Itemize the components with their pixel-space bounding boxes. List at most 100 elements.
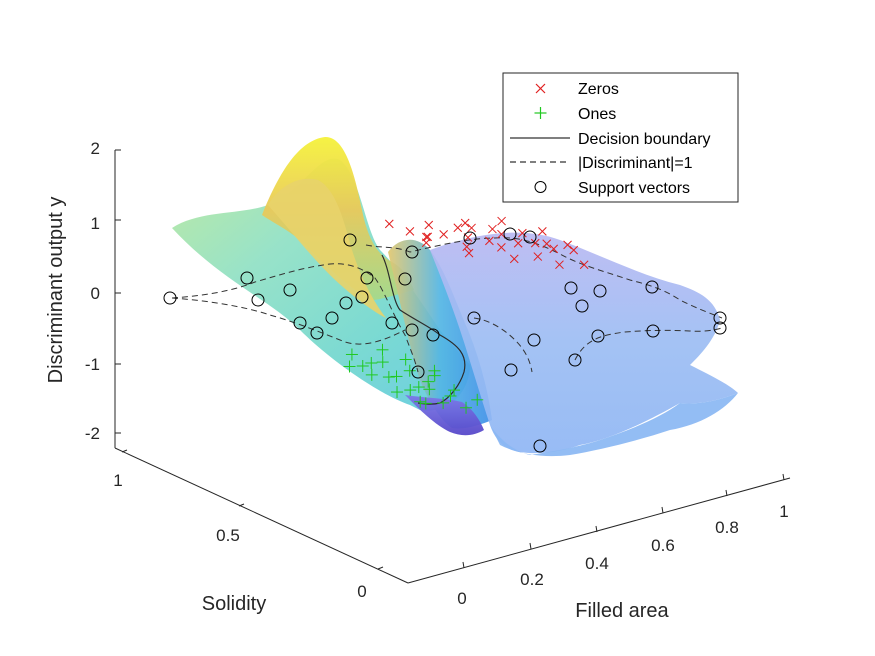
margin-line-left [171, 297, 406, 345]
one-point-marker [376, 343, 389, 356]
support-vector-marker [467, 311, 481, 325]
x-tick-labels: 0 0.2 0.4 0.6 0.8 1 [457, 502, 788, 608]
legend-item-support-vectors: Support vectors [534, 180, 690, 197]
zero-point-marker [424, 220, 434, 230]
y-axis-line [114, 447, 409, 584]
zero-point-marker [405, 226, 415, 236]
legend-item-ones: Ones [534, 106, 616, 123]
x-axis-label: Filled area [575, 600, 669, 622]
support-vector-marker [405, 245, 419, 259]
zero-point-marker [467, 223, 476, 233]
surface-left-region [172, 158, 470, 411]
support-vector-marker [360, 271, 374, 285]
x-tick-mark [661, 506, 664, 514]
support-vector-marker [163, 291, 177, 305]
support-vector-marker [293, 316, 307, 330]
zero-point-marker [563, 240, 572, 250]
y-tick-labels: 1 0.5 0 [113, 471, 366, 601]
support-vector-marker [527, 333, 541, 347]
support-vector-marker [355, 290, 369, 304]
legend-label: Zeros [578, 81, 619, 98]
support-vector-marker [339, 296, 353, 310]
support-vector-marker [310, 326, 324, 340]
margin-line-upper [365, 237, 723, 319]
one-point-marker [399, 353, 412, 366]
zero-point-marker [569, 245, 579, 255]
discriminant-surface [172, 136, 738, 457]
x-tick-label: 0.2 [520, 570, 544, 589]
zero-point-marker [384, 219, 394, 229]
ones-markers [343, 343, 484, 414]
zero-point-marker [423, 232, 433, 242]
z-tick-labels: 2 1 0 -1 -2 [85, 139, 100, 443]
support-vector-marker [593, 284, 607, 298]
support-vector-marker [251, 293, 265, 307]
surface-valley [405, 395, 484, 436]
support-vector-marker [713, 321, 727, 335]
zero-point-marker [538, 227, 547, 236]
legend-label: Support vectors [578, 180, 690, 197]
surface-fold [388, 239, 492, 429]
support-vector-marker [504, 363, 518, 377]
legend-box [502, 72, 739, 203]
surface-right-region [430, 232, 738, 454]
y-tick-label: 0.5 [216, 526, 240, 545]
x-tick-mark [725, 489, 728, 497]
one-point-marker [448, 384, 461, 397]
support-vector-marker [533, 439, 547, 453]
support-vector-marker [575, 299, 589, 313]
zero-point-marker [460, 218, 470, 228]
legend-label: Ones [578, 106, 616, 123]
one-point-marker [460, 401, 473, 414]
zero-point-marker [513, 238, 523, 248]
x-tick-label: 0 [457, 589, 466, 608]
one-point-marker [404, 384, 417, 397]
one-point-marker [365, 356, 378, 369]
legend-label: Decision boundary [578, 131, 711, 148]
x-tick-label: 1 [779, 502, 788, 521]
support-vector-marker [523, 230, 537, 244]
zero-point-marker [421, 238, 431, 248]
zeros-markers [384, 216, 589, 270]
one-point-marker [345, 348, 358, 361]
zero-point-marker [533, 252, 543, 261]
one-point-marker [419, 397, 432, 410]
y-tick-mark [377, 566, 384, 570]
legend-item-decision-boundary: Decision boundary [510, 131, 711, 148]
support-vector-marker [463, 231, 477, 245]
y-tick-mark [238, 503, 245, 507]
zero-point-marker [439, 229, 449, 239]
support-vector-marker [240, 271, 254, 285]
x-tick-label: 0.6 [651, 536, 675, 555]
z-axis-label: Discriminant output y [45, 197, 67, 384]
support-vector-marker [398, 272, 412, 286]
one-point-marker [365, 368, 378, 381]
zero-point-marker [555, 260, 564, 270]
support-vector-marker [411, 365, 425, 379]
axes [114, 150, 791, 584]
margin-line-lower [171, 263, 419, 373]
one-point-marker [403, 364, 416, 377]
zero-point-marker [579, 260, 589, 270]
z-tick-label: 0 [91, 284, 100, 303]
one-point-marker [390, 370, 403, 383]
support-vector-marker [283, 283, 297, 297]
x-tick-label: 0.4 [585, 554, 609, 573]
x-tick-mark [595, 525, 598, 533]
support-vector-marker [591, 329, 605, 343]
legend-item-margin: |Discriminant|=1 [510, 155, 693, 172]
zero-point-marker [549, 244, 559, 254]
legend-label: |Discriminant|=1 [578, 155, 693, 172]
one-point-marker [423, 383, 436, 396]
zero-point-marker [530, 238, 540, 248]
support-vector-marker [646, 324, 660, 338]
one-point-marker [356, 360, 369, 372]
surface-right-lower [490, 393, 738, 457]
one-point-marker [471, 393, 484, 406]
y-tick-mark [121, 449, 128, 453]
support-vector-marker [405, 323, 419, 337]
one-point-marker [391, 386, 404, 399]
one-point-marker [428, 364, 441, 377]
support-vector-marker [343, 233, 357, 247]
zero-point-marker [518, 228, 527, 238]
